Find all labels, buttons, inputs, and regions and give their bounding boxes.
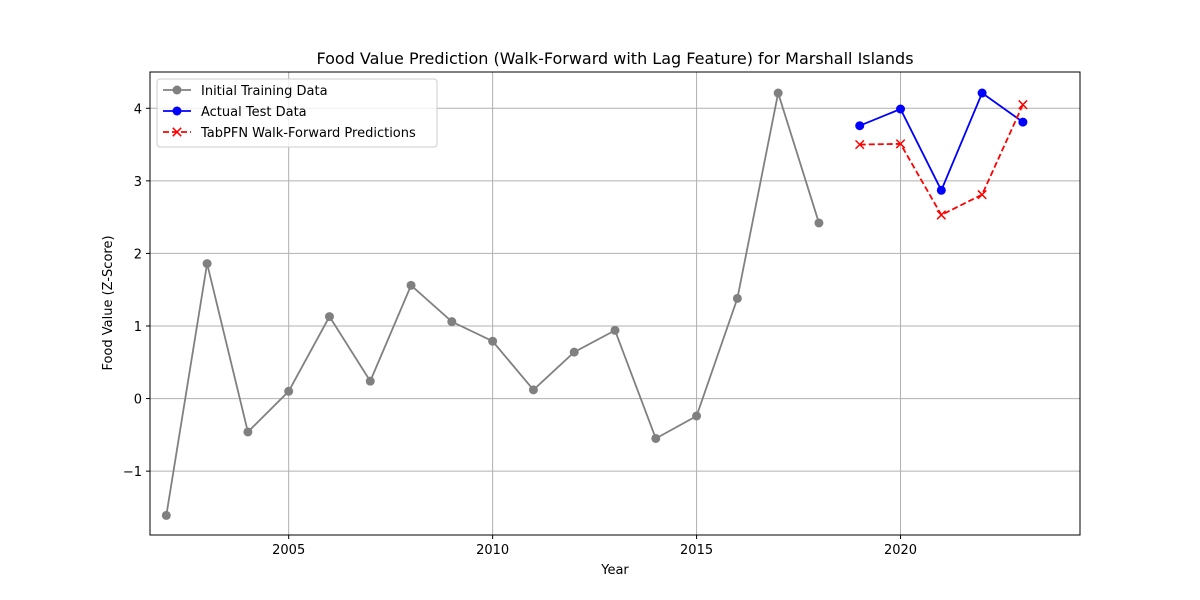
data-point	[895, 139, 906, 149]
data-point	[447, 317, 457, 327]
legend-label: TabPFN Walk-Forward Predictions	[200, 126, 416, 141]
data-point	[365, 376, 375, 386]
x-tick-label: 2020	[884, 543, 917, 558]
legend: Initial Training Data Actual Test Data Tab…	[156, 78, 438, 148]
series-2	[855, 99, 1028, 220]
chart-title: Food Value Prediction (Walk-Forward with…	[316, 49, 913, 68]
legend-label: Actual Test Data	[201, 105, 307, 120]
x-tick-label: 2005	[272, 543, 305, 558]
legend-swatch-marker	[172, 127, 182, 137]
y-tick-label: 1	[134, 320, 142, 335]
y-tick-label: 3	[134, 175, 142, 190]
data-point	[488, 336, 498, 346]
data-point	[1018, 117, 1028, 127]
data-point	[773, 88, 783, 98]
data-point	[569, 347, 579, 357]
x-axis-label: Year	[600, 563, 629, 578]
data-point	[284, 386, 294, 396]
legend-entry: Initial Training Data	[163, 84, 328, 99]
y-tick-label: 0	[134, 393, 142, 408]
data-point	[1018, 99, 1028, 110]
data-point	[732, 293, 742, 303]
legend-swatch-marker	[172, 106, 182, 116]
legend-box	[156, 78, 438, 148]
data-point	[243, 427, 253, 437]
plot-area-frame	[149, 71, 1081, 536]
legend-entry: Actual Test Data	[163, 105, 307, 120]
y-tick-label: 2	[134, 247, 142, 262]
y-tick-label: 4	[134, 102, 142, 117]
data-point	[936, 210, 947, 220]
y-axis-label: Food Value (Z-Score)	[101, 235, 116, 370]
data-point	[977, 88, 987, 98]
x-tick-label: 2010	[476, 543, 509, 558]
data-point	[855, 121, 865, 131]
legend-entry: TabPFN Walk-Forward Predictions	[163, 126, 416, 141]
data-point	[896, 104, 906, 114]
data-point	[855, 139, 865, 150]
series-1	[855, 88, 1028, 195]
data-point	[610, 325, 620, 335]
y-tick-label: −1	[123, 465, 142, 480]
series-layer	[161, 88, 1028, 520]
data-point	[651, 433, 661, 443]
data-point	[936, 185, 946, 195]
data-point	[814, 218, 824, 228]
grid	[150, 72, 1080, 535]
data-point	[202, 259, 212, 269]
data-point	[324, 312, 334, 322]
series-0	[161, 88, 824, 520]
data-point	[977, 189, 987, 200]
legend-swatch-marker	[172, 85, 182, 95]
data-point	[406, 280, 416, 290]
legend-label: Initial Training Data	[201, 84, 328, 99]
data-point	[528, 385, 538, 395]
axis-ticks: 2005 2010 2015 2020 −1 0 1 2 3 4	[123, 102, 917, 558]
x-tick-label: 2015	[680, 543, 713, 558]
data-point	[692, 411, 702, 421]
data-point	[161, 510, 171, 520]
